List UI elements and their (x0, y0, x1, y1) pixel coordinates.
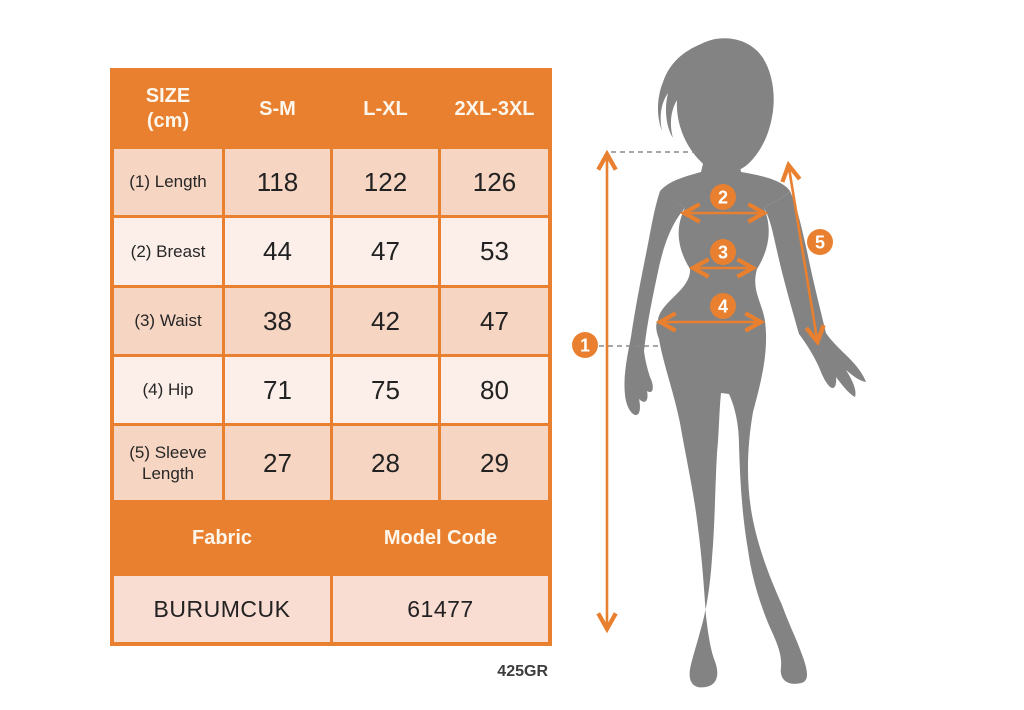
silhouette-right-arm (764, 191, 866, 397)
marker-5-label: 5 (815, 233, 825, 253)
cell-breast-sm: 44 (225, 218, 330, 285)
cell-waist-lxl: 42 (333, 288, 438, 354)
row-label-hip: (4) Hip (114, 357, 222, 423)
model-code-header: Model Code (333, 503, 548, 573)
measurement-figure: 1 2 3 4 5 (572, 38, 866, 688)
body-silhouette (624, 38, 866, 688)
cell-hip-lxl: 75 (333, 357, 438, 423)
marker-1-label: 1 (580, 336, 590, 356)
cell-sleeve-lxl: 28 (333, 426, 438, 500)
cell-length-lxl: 122 (333, 149, 438, 215)
cell-length-sm: 118 (225, 149, 330, 215)
row-label-waist: (3) Waist (114, 288, 222, 354)
model-code-value: 61477 (333, 576, 548, 642)
weight-note: 425GR (497, 663, 548, 680)
silhouette-body (656, 147, 808, 688)
silhouette-head (657, 38, 774, 174)
arrow-sleeve (789, 168, 817, 339)
fabric-value: BURUMCUK (114, 576, 330, 642)
header-size-line2: (cm) (146, 110, 190, 132)
marker-3: 3 (710, 239, 736, 265)
row-label-breast: (2) Breast (114, 218, 222, 285)
marker-2-label: 2 (718, 188, 728, 208)
header-size-line1: SIZE (145, 85, 191, 107)
cell-waist-2xl: 47 (441, 288, 548, 354)
cell-length-2xl: 126 (441, 149, 548, 215)
fabric-header: Fabric (114, 503, 330, 573)
marker-5: 5 (807, 229, 833, 255)
cell-breast-2xl: 53 (441, 218, 548, 285)
cell-waist-sm: 38 (225, 288, 330, 354)
header-col-2xl3xl: 2XL-3XL (441, 72, 548, 146)
cell-hip-sm: 71 (225, 357, 330, 423)
marker-1: 1 (572, 332, 598, 358)
marker-4: 4 (710, 293, 736, 319)
header-col-lxl: L-XL (333, 72, 438, 146)
row-label-sleeve: (5) Sleeve Length (114, 426, 222, 500)
cell-hip-2xl: 80 (441, 357, 548, 423)
header-col-sm: S-M (225, 72, 330, 146)
marker-4-label: 4 (718, 297, 728, 317)
header-size-cell: SIZE (cm) (114, 72, 222, 146)
cell-breast-lxl: 47 (333, 218, 438, 285)
silhouette-left-arm (624, 191, 685, 416)
marker-3-label: 3 (718, 243, 728, 263)
row-label-length: (1) Length (114, 149, 222, 215)
size-table: SIZE (cm) S-M L-XL 2XL-3XL (1) Length 11… (110, 68, 552, 646)
marker-2: 2 (710, 184, 736, 210)
cell-sleeve-2xl: 29 (441, 426, 548, 500)
cell-sleeve-sm: 27 (225, 426, 330, 500)
